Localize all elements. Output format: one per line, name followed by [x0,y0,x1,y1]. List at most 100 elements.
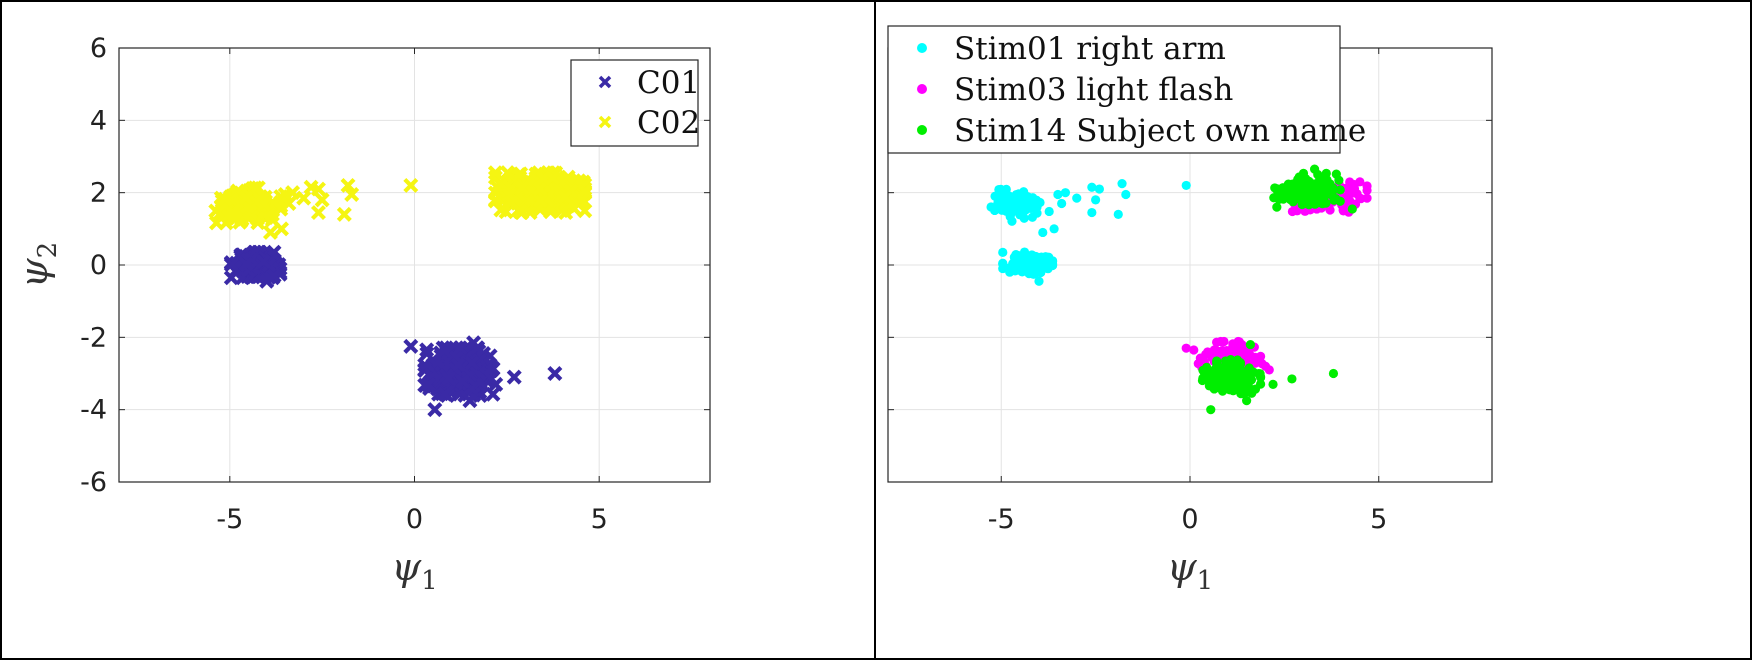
data-point [1053,189,1063,200]
data-point [1214,383,1225,393]
data-point [1355,177,1365,187]
data-point [1239,380,1249,391]
data-point [1193,359,1203,369]
data-point [1181,180,1191,191]
chart1-legend-box [570,59,699,147]
chart2-series-stim01-right-arm [986,179,1191,286]
data-point [1345,196,1355,206]
data-point [1024,266,1034,276]
chart2-xtick-label: -5 [988,504,1015,535]
data-point [1019,187,1029,197]
data-point [1047,256,1058,267]
data-point [437,386,453,402]
data-point [1269,193,1279,203]
data-point [506,369,522,385]
data-point [1025,257,1035,268]
data-point [1272,202,1282,212]
data-point [557,189,573,205]
chart1-ytick-label: 6 [90,33,107,64]
data-point [1287,374,1297,384]
data-point [1012,201,1022,211]
data-point [281,196,297,212]
data-point [238,256,254,272]
data-point [1072,193,1082,203]
data-point [1087,182,1097,192]
data-point [487,193,503,209]
data-point [255,254,271,270]
chart2-legend-marker-stim01-right-arm [917,43,927,53]
data-point [1117,179,1127,189]
data-point [217,191,233,207]
data-point [441,370,457,386]
data-point [1272,184,1282,194]
data-point [1060,188,1071,198]
data-point [274,221,290,237]
data-point [1220,356,1231,366]
chart2-legend-box [887,25,1341,154]
data-point [1091,195,1101,205]
data-point [577,183,593,199]
chart2-xlabel: ψ1 [1167,545,1213,596]
chart1-xtick-label: 5 [591,504,608,535]
chart2-legend-marker-stim14-subject-own-name [917,125,927,135]
data-point [1362,193,1372,203]
data-point [266,268,282,284]
data-point [1236,389,1246,399]
data-point [285,185,301,201]
chart1-points [208,165,593,418]
data-point [488,376,504,392]
data-point [464,355,480,371]
data-point [462,393,478,409]
data-point [1027,212,1038,222]
data-point [1243,350,1253,360]
data-point [1038,227,1048,238]
data-point [1232,340,1242,350]
chart2-xtick-label: 0 [1181,504,1198,535]
chart2-legend: Stim01 right arm Stim03 light flash Stim14… [887,25,1366,154]
data-point [511,167,527,183]
data-point [226,206,242,222]
data-point [1299,184,1309,194]
data-point [403,177,419,193]
data-point [1317,195,1327,205]
data-point [1034,257,1044,268]
data-point [1325,205,1335,215]
data-point [1007,216,1017,226]
chart2-xlabel-subscript: 1 [1197,566,1214,596]
data-point [1264,365,1274,375]
chart1-ytick-label: -2 [80,322,107,353]
data-point [500,165,516,181]
data-point [577,203,593,219]
data-point [535,170,551,186]
chart1-ytick-label: -6 [80,467,107,498]
chart2-xtick-label: 5 [1370,504,1387,535]
data-point [532,181,548,197]
data-point [1044,206,1054,217]
chart2-legend-marker-stim03-light-flash [917,84,927,94]
data-point [1212,356,1222,366]
data-point [1198,365,1208,375]
chart1-ytick-label: -4 [80,395,107,426]
data-point [490,180,506,196]
data-point [1268,379,1278,389]
data-point [223,270,239,286]
data-point [450,357,466,373]
data-point [1000,197,1010,207]
data-point [1328,183,1338,193]
data-point [403,338,419,354]
data-point [238,190,254,206]
data-point [427,402,443,418]
data-point [487,165,503,181]
data-point [574,192,590,208]
data-point [1349,184,1360,194]
data-point [1189,345,1199,355]
data-point [340,177,356,193]
data-point [1094,184,1104,194]
chart1-legend-marker-c01 [598,75,612,89]
data-point [242,208,258,224]
data-point [1226,369,1236,379]
chart2-series-stim14-subject-own-name [1197,164,1357,415]
data-point [1245,339,1255,350]
